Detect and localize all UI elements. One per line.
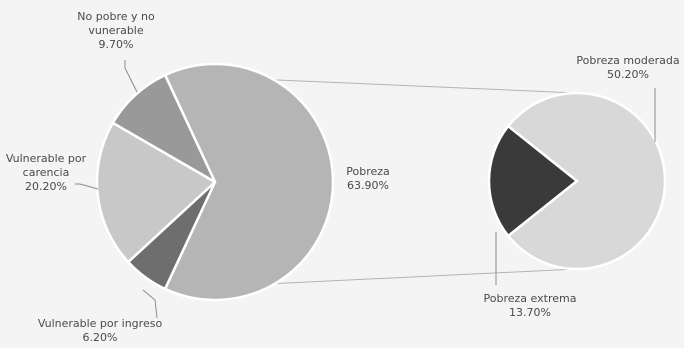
pie-slice-no-pobre-y-no <box>111 73 217 184</box>
pie-slice-pobreza-extrema <box>487 124 579 238</box>
leader-line-vulnerable-ingreso <box>142 289 158 319</box>
data-label-vulnerable-por: Vulnerable por carencia 20.20% <box>6 152 87 193</box>
data-label-pobreza: Pobreza 63.90% <box>346 165 390 192</box>
data-label-vulnerable-por-ingreso: Vulnerable por ingreso 6.20% <box>38 317 163 344</box>
data-label-pobreza-moderada: Pobreza moderada 50.20% <box>576 54 679 81</box>
pie-slice-pobreza-moderada <box>506 91 667 271</box>
data-label-no-pobre-y-no: No pobre y no vunerable 9.70% <box>77 10 155 51</box>
pie-slice-pobreza <box>163 62 335 302</box>
pie-slice-vulnerable-por <box>95 121 217 264</box>
leader-line-no-pobre <box>124 60 138 93</box>
data-label-pobreza-extrema: Pobreza extrema 13.70% <box>484 292 577 319</box>
leader-line-vulnerable-carencia <box>75 183 99 190</box>
